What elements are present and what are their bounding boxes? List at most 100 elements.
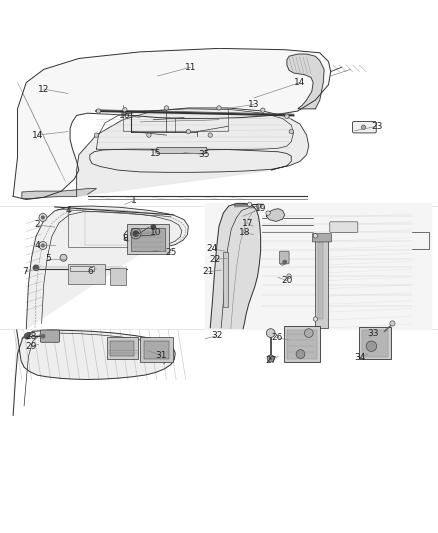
FancyBboxPatch shape [312,233,332,242]
Polygon shape [22,189,96,199]
Bar [107,337,138,359]
Circle shape [39,241,47,249]
Circle shape [256,204,261,208]
Circle shape [304,329,313,337]
Circle shape [208,133,212,138]
Text: 1: 1 [131,196,137,205]
Bar [318,243,323,319]
Polygon shape [287,54,324,109]
Circle shape [296,350,305,359]
Text: 17: 17 [242,219,253,228]
Circle shape [42,244,44,247]
Text: 35: 35 [198,150,209,159]
Circle shape [39,214,47,221]
Circle shape [147,133,151,138]
Circle shape [41,334,45,338]
Circle shape [313,233,318,238]
Bar [127,224,169,254]
Polygon shape [77,108,309,197]
FancyBboxPatch shape [353,122,376,133]
Text: 32: 32 [211,331,223,340]
Text: 24: 24 [207,245,218,254]
Text: 28: 28 [26,332,37,341]
Bar [223,252,228,307]
Bar [0,330,438,486]
Circle shape [133,231,138,236]
Bar [68,264,105,284]
Circle shape [60,254,67,261]
Circle shape [96,109,101,113]
FancyBboxPatch shape [279,251,289,264]
Circle shape [313,317,318,321]
Circle shape [33,265,39,270]
Circle shape [25,334,30,339]
Text: 18: 18 [239,228,250,237]
Bar [144,341,169,359]
FancyBboxPatch shape [40,330,60,342]
Bar [287,329,317,359]
Text: 33: 33 [367,328,379,337]
Text: 27: 27 [265,356,276,365]
Text: 5: 5 [45,254,51,263]
Text: 4: 4 [65,206,71,215]
Bar [110,341,134,356]
Circle shape [266,211,270,215]
Circle shape [267,355,274,362]
Bar [359,327,391,359]
Circle shape [123,108,127,112]
Circle shape [217,106,221,110]
Text: 10: 10 [150,228,161,237]
Bar [362,329,388,357]
Circle shape [164,106,169,110]
Text: 6: 6 [87,267,93,276]
Bar [131,229,165,251]
Text: 25: 25 [165,248,177,257]
Text: 21: 21 [202,267,214,276]
Circle shape [280,261,285,265]
Circle shape [390,321,395,326]
Circle shape [366,341,377,351]
Text: 26: 26 [271,333,283,342]
Polygon shape [26,206,188,329]
Circle shape [287,274,291,278]
Circle shape [186,130,191,134]
Text: 16: 16 [119,111,131,120]
Circle shape [151,225,155,229]
Text: 20: 20 [281,276,293,285]
FancyBboxPatch shape [330,222,358,232]
Text: 19: 19 [255,204,266,213]
Text: 12: 12 [38,85,49,94]
Text: 2: 2 [35,220,40,229]
Polygon shape [13,49,331,199]
Text: 8: 8 [122,233,128,243]
Circle shape [94,133,99,138]
Circle shape [42,216,44,219]
Bar [140,337,173,362]
Circle shape [289,130,293,134]
Bar [110,268,126,285]
Circle shape [261,108,265,112]
Text: 31: 31 [155,351,167,360]
Bar [0,47,438,207]
Circle shape [269,357,272,360]
Circle shape [285,114,289,118]
Circle shape [283,260,286,264]
Polygon shape [210,204,261,329]
Text: 14: 14 [32,131,43,140]
Bar [284,326,320,362]
Polygon shape [13,330,175,415]
Text: 13: 13 [248,100,260,109]
Circle shape [247,202,252,206]
Text: 11: 11 [185,63,196,72]
Polygon shape [205,203,431,329]
FancyBboxPatch shape [157,147,207,154]
Circle shape [266,329,275,337]
Polygon shape [266,209,285,221]
Bar [0,207,438,330]
Text: 22: 22 [209,255,220,263]
Text: 15: 15 [150,149,161,158]
Text: 14: 14 [294,78,306,87]
Text: 23: 23 [371,122,382,131]
Circle shape [361,125,366,130]
Bar [70,266,94,271]
